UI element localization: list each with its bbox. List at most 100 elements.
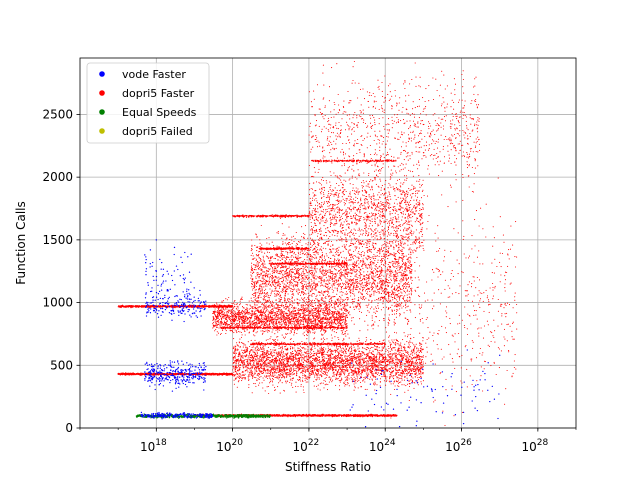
dopri5-faster-point bbox=[392, 360, 394, 363]
dopri5-faster-point bbox=[362, 380, 364, 382]
dopri5-faster-point bbox=[383, 373, 386, 375]
dopri5-faster-point bbox=[351, 355, 353, 358]
dopri5-faster-point bbox=[282, 361, 284, 363]
dopri5-faster-point bbox=[309, 320, 311, 322]
dopri5-faster-point bbox=[238, 360, 240, 362]
dopri5-faster-point bbox=[396, 357, 398, 359]
dopri5-faster-point bbox=[281, 323, 283, 325]
dopri5-faster-point bbox=[379, 363, 381, 366]
dopri5-faster-point bbox=[323, 356, 325, 358]
dopri5-faster-point bbox=[235, 377, 237, 379]
dopri5-faster-point bbox=[361, 372, 364, 374]
dopri5-faster-point bbox=[302, 377, 304, 379]
dopri5-faster-point bbox=[372, 358, 374, 360]
dopri5-faster-point bbox=[379, 349, 381, 352]
dopri5-faster-point bbox=[242, 323, 244, 325]
dopri5-faster-point bbox=[379, 341, 381, 343]
dopri5-faster-point bbox=[309, 373, 311, 375]
dopri5-faster-point bbox=[395, 341, 397, 343]
dopri5-faster-point bbox=[298, 379, 301, 381]
dopri5-faster-point bbox=[338, 369, 340, 371]
dopri5-faster-point bbox=[263, 355, 265, 357]
dopri5-faster-point bbox=[387, 349, 389, 351]
dopri5-faster-point bbox=[319, 383, 321, 385]
dopri5-faster-point bbox=[414, 362, 416, 364]
dopri5-faster-point bbox=[395, 367, 397, 369]
dopri5-faster-point bbox=[408, 341, 410, 343]
dopri5-faster-point bbox=[403, 372, 405, 374]
dopri5-faster-point bbox=[318, 376, 320, 378]
dopri5-faster-point bbox=[409, 369, 411, 371]
dopri5-faster-point bbox=[381, 376, 383, 378]
dopri5-faster-point bbox=[263, 306, 265, 308]
dopri5-faster-point bbox=[254, 366, 256, 369]
dopri5-faster-point bbox=[362, 357, 364, 359]
dopri5-faster-point bbox=[372, 375, 374, 377]
dopri5-faster-point bbox=[416, 347, 418, 349]
dopri5-faster-point bbox=[346, 366, 348, 369]
dopri5-faster-point bbox=[328, 361, 330, 364]
dopri5-faster-point bbox=[249, 363, 251, 366]
dopri5-faster-point bbox=[239, 346, 241, 348]
dopri5-faster-point bbox=[385, 348, 387, 350]
dopri5-faster-point bbox=[378, 365, 380, 367]
dopri5-faster-point bbox=[332, 328, 334, 330]
dopri5-faster-point bbox=[321, 334, 323, 336]
dopri5-faster-point bbox=[355, 357, 357, 359]
dopri5-faster-point bbox=[384, 359, 386, 361]
dopri5-faster-point bbox=[279, 380, 281, 382]
dopri5-faster-point bbox=[280, 312, 282, 314]
dopri5-faster-point bbox=[291, 379, 293, 381]
dopri5-faster-point bbox=[367, 372, 369, 374]
dopri5-faster-point bbox=[261, 316, 263, 318]
dopri5-faster-point bbox=[369, 349, 371, 351]
dopri5-faster-point bbox=[254, 370, 256, 372]
dopri5-faster-point bbox=[309, 362, 311, 364]
dopri5-faster-point bbox=[269, 373, 272, 376]
dopri5-faster-point bbox=[360, 362, 362, 364]
dopri5-faster-point bbox=[385, 357, 387, 359]
dopri5-faster-point bbox=[326, 372, 328, 374]
dopri5-faster-point bbox=[282, 367, 284, 369]
dopri5-faster-point bbox=[260, 371, 262, 373]
dopri5-faster-point bbox=[335, 356, 337, 358]
dopri5-faster-point bbox=[289, 357, 291, 360]
dopri5-faster-point bbox=[259, 362, 261, 365]
dopri5-faster-point bbox=[282, 321, 285, 323]
dopri5-faster-point bbox=[258, 375, 260, 377]
dopri5-faster-point bbox=[348, 378, 350, 380]
dopri5-faster-point bbox=[256, 374, 258, 376]
dopri5-faster-point bbox=[382, 357, 384, 359]
dopri5-faster-point bbox=[343, 338, 345, 340]
dopri5-faster-point bbox=[311, 349, 313, 351]
dopri5-faster-point bbox=[340, 355, 342, 357]
dopri5-faster-point bbox=[263, 356, 265, 358]
dopri5-faster-point bbox=[277, 352, 279, 354]
dopri5-faster-point bbox=[405, 368, 407, 370]
dopri5-faster-point bbox=[311, 325, 314, 327]
dopri5-faster-point bbox=[268, 356, 270, 358]
dopri5-faster-point bbox=[397, 377, 399, 379]
dopri5-faster-point bbox=[323, 308, 325, 310]
dopri5-faster-point bbox=[295, 353, 297, 355]
dopri5-faster-point bbox=[304, 375, 306, 377]
dopri5-faster-point bbox=[335, 308, 337, 311]
dopri5-faster-point bbox=[284, 346, 286, 348]
dopri5-faster-point bbox=[267, 310, 269, 312]
dopri5-faster-point bbox=[236, 372, 238, 374]
dopri5-faster-point bbox=[252, 351, 254, 353]
dopri5-faster-point bbox=[215, 314, 217, 317]
dopri5-faster-point bbox=[414, 356, 416, 358]
dopri5-faster-point bbox=[327, 324, 329, 326]
dopri5-faster-point bbox=[324, 312, 326, 314]
dopri5-faster-point bbox=[292, 368, 294, 370]
dopri5-faster-point bbox=[239, 304, 241, 306]
dopri5-faster-point bbox=[249, 356, 251, 358]
dopri5-faster-point bbox=[373, 363, 375, 365]
dopri5-faster-point bbox=[366, 388, 368, 390]
dopri5-faster-point bbox=[299, 321, 301, 323]
dopri5-faster-point bbox=[271, 331, 273, 333]
dopri5-faster-point bbox=[280, 368, 282, 371]
dopri5-faster-point bbox=[369, 372, 371, 374]
dopri5-faster-point bbox=[262, 370, 264, 372]
